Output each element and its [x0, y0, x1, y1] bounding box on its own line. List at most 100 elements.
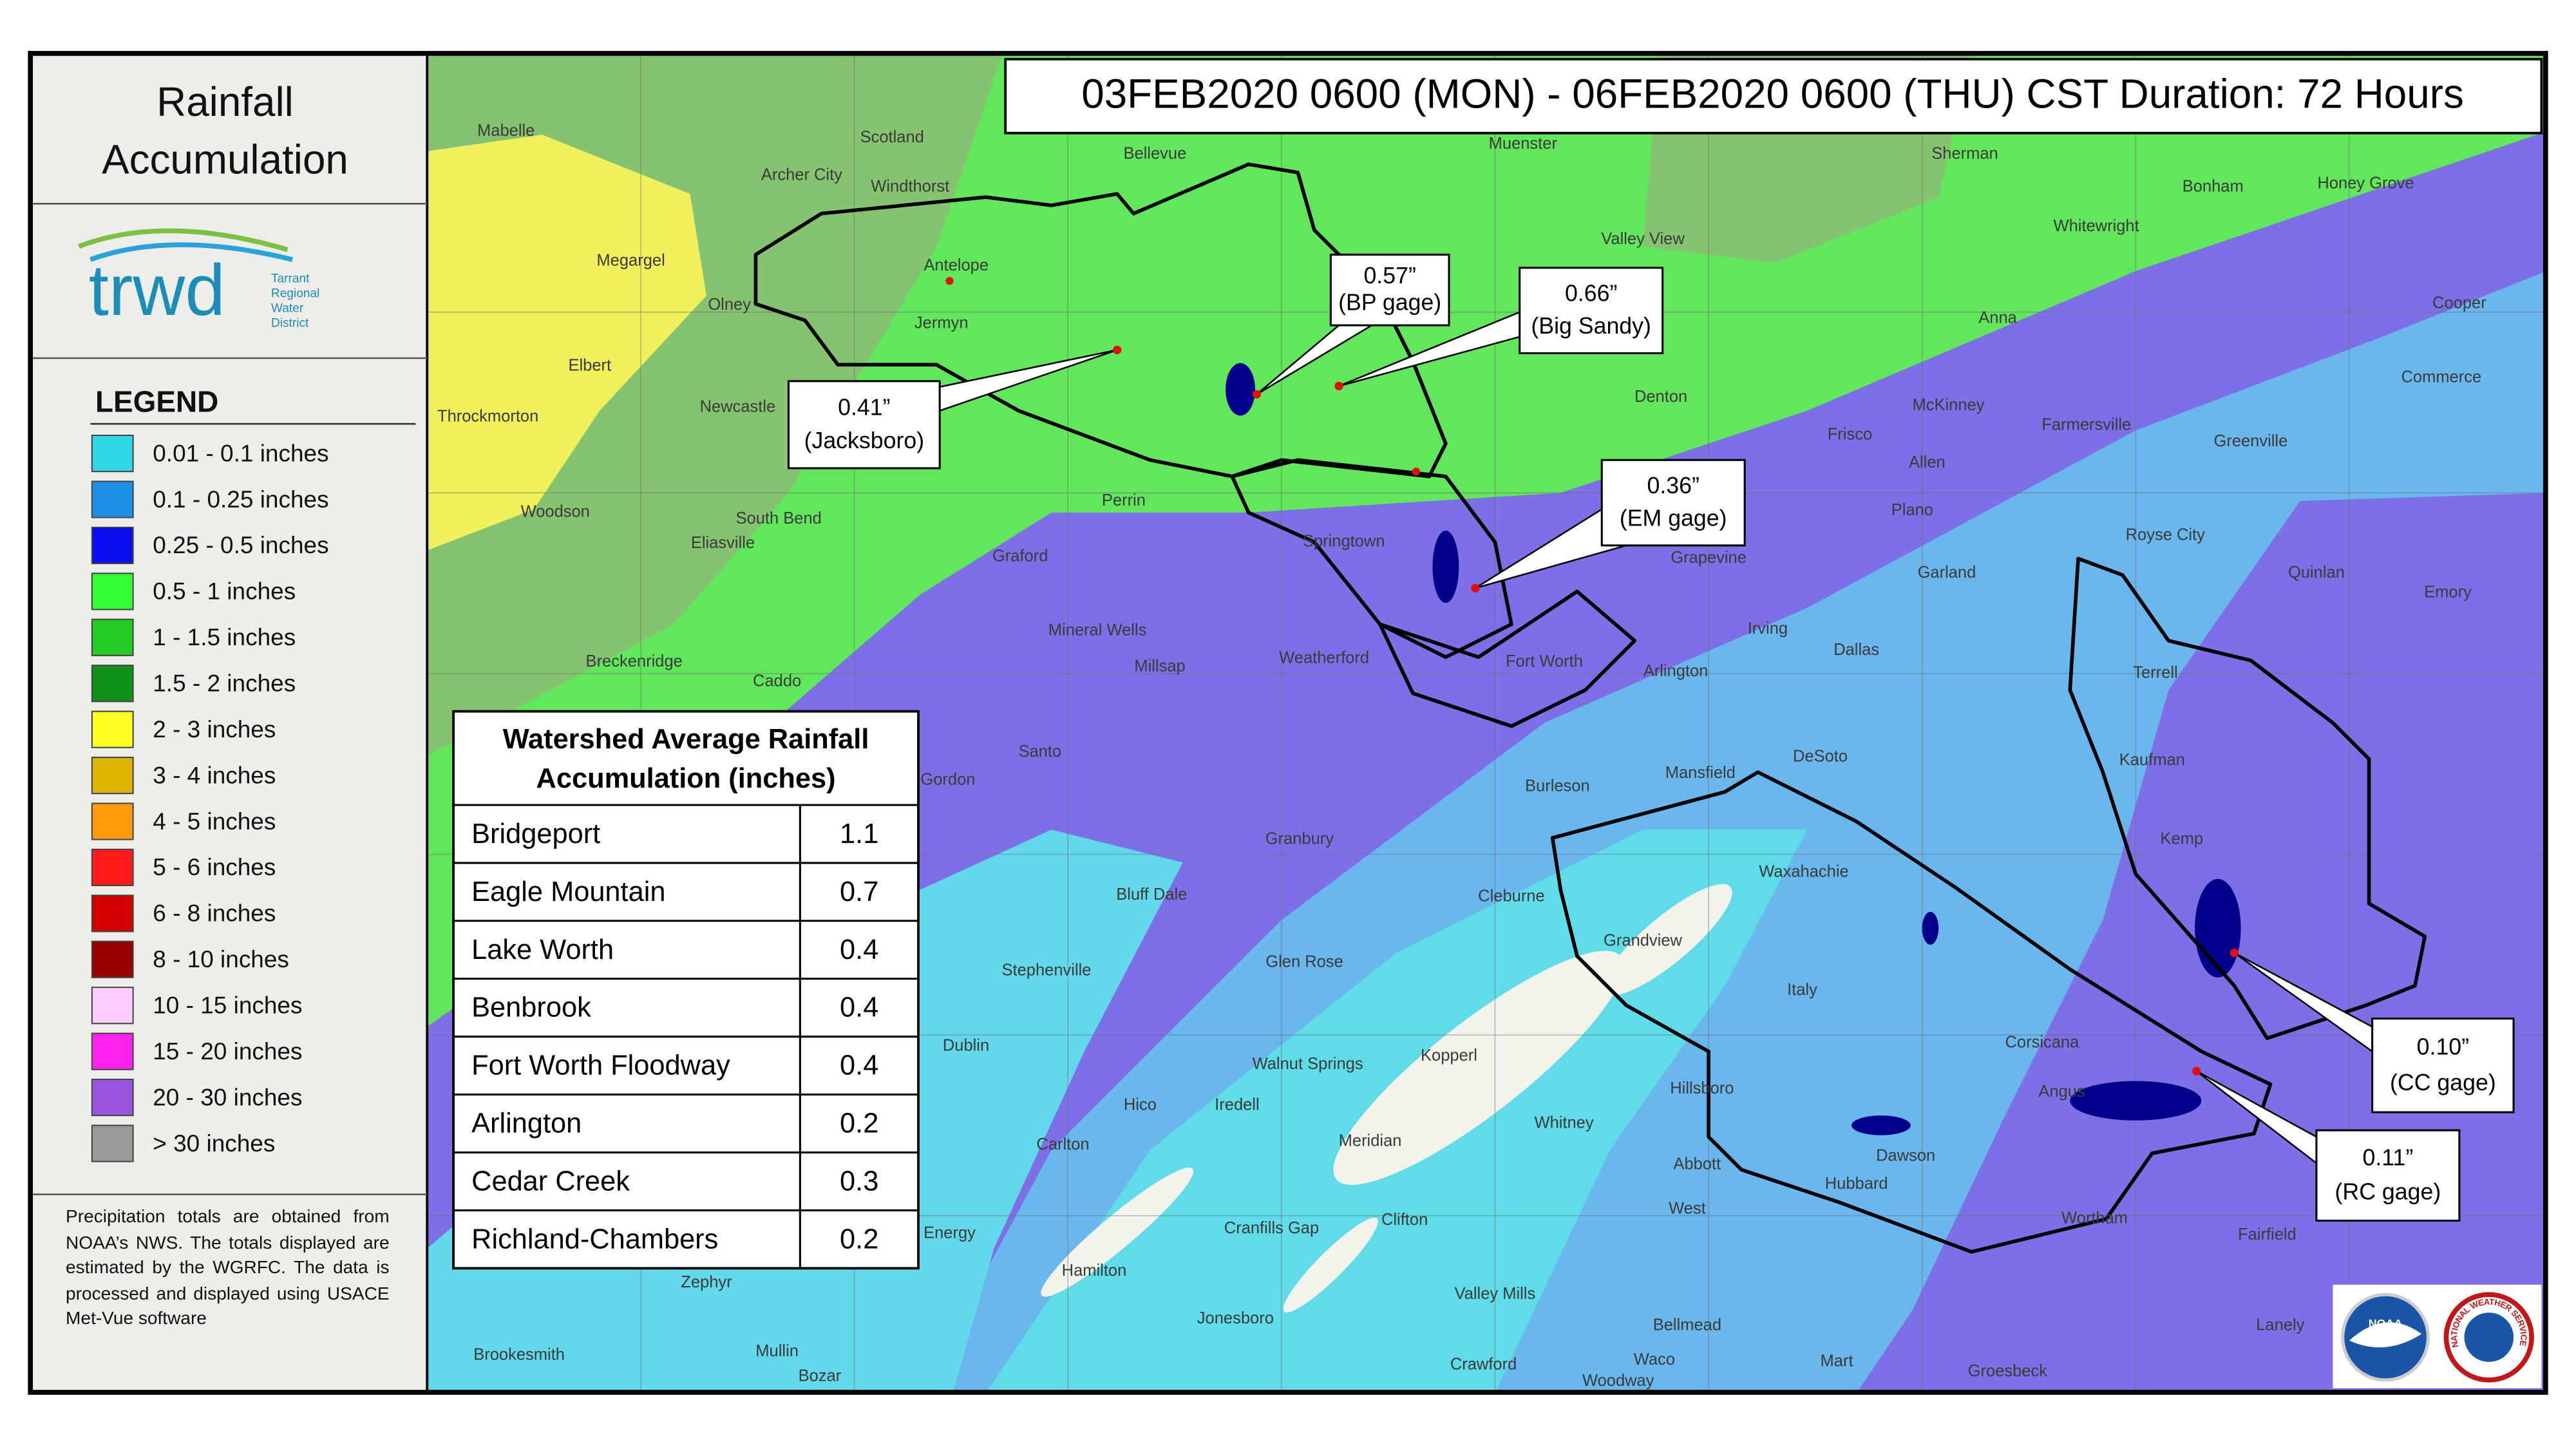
place-label: Dallas [1833, 641, 1879, 659]
lake [1852, 1115, 1911, 1135]
place-label: Stephenville [1002, 961, 1092, 979]
place-label: Mabelle [477, 122, 535, 140]
place-label: Elbert [569, 357, 612, 375]
place-label: Mansfield [1665, 764, 1736, 782]
legend-label: 10 - 15 inches [153, 992, 302, 1019]
place-label: Granbury [1265, 829, 1334, 848]
watershed-boundary [1230, 458, 1513, 659]
place-label: McKinney [1913, 396, 1985, 414]
legend-swatch [91, 573, 134, 611]
place-label: Anna [1978, 309, 2017, 327]
sidebar-title: Rainfall [156, 79, 294, 125]
table-value: 1.1 [840, 819, 878, 849]
place-label: Antelope [923, 256, 989, 274]
place-label: Cleburne [1478, 887, 1544, 905]
place-label: Italy [1787, 981, 1817, 999]
header-box [1004, 57, 2543, 135]
legend-swatch [91, 526, 134, 565]
lake [1432, 530, 1459, 603]
table-value: 0.2 [840, 1108, 878, 1139]
place-label: West [1669, 1199, 1706, 1217]
place-label: Wortham [2061, 1209, 2128, 1227]
place-label: Crawford [1450, 1356, 1517, 1374]
callout-value: 0.10” [2417, 1034, 2469, 1060]
callout-box [2371, 1018, 2515, 1113]
place-label: Grandview [1604, 931, 1682, 949]
place-label: Frisco [1828, 426, 1872, 444]
legend-label: > 30 inches [153, 1130, 275, 1157]
callout-label: (BP gage) [1338, 290, 1441, 316]
place-label: Quinlan [2288, 564, 2345, 582]
place-label: Perrin [1102, 491, 1146, 509]
place-label: Mart [1821, 1352, 1853, 1370]
header-title: 03FEB2020 0600 (MON) - 06FEB2020 0600 (T… [1081, 70, 2464, 117]
callout-label: (Jacksboro) [804, 428, 925, 453]
place-label: Bluff Dale [1116, 886, 1187, 904]
legend-label: 3 - 4 inches [153, 762, 276, 788]
place-label: Clifton [1381, 1211, 1428, 1229]
callout-label: (CC gage) [2390, 1070, 2496, 1095]
rain-zone [1602, 884, 1732, 996]
logo-tagline: Tarrant [271, 272, 310, 286]
watershed-boundary [753, 162, 1448, 478]
place-label: Valley Mills [1455, 1285, 1536, 1303]
gage-marker [2192, 1066, 2201, 1075]
place-label: Bonham [2183, 178, 2244, 196]
place-label: Woodson [521, 503, 590, 521]
place-label: Valley View [1601, 230, 1685, 248]
place-label: Bellmead [1653, 1316, 1721, 1334]
legend-label: 5 - 6 inches [153, 854, 276, 880]
place-label: Emory [2424, 583, 2472, 601]
place-label: Farmersville [2041, 415, 2131, 433]
place-label: Hico [1124, 1096, 1157, 1114]
place-label: Throckmorton [437, 408, 538, 426]
map-area: Mabelle Scotland Bellevue Muenster Sherman Bo… [427, 55, 2547, 1392]
nws-logo-inner [2464, 1312, 2514, 1362]
lake [1922, 911, 1939, 945]
rain-zone [427, 55, 2547, 1027]
rain-zone [1041, 1167, 1194, 1297]
lake [2070, 1081, 2202, 1121]
rain-zone [1333, 951, 1624, 1185]
place-label: South Bend [736, 509, 822, 527]
rain-zone [427, 135, 706, 551]
place-label: Kaufman [2119, 751, 2185, 769]
legend-label: 1.5 - 2 inches [153, 670, 296, 697]
place-label: Breckenridge [586, 652, 683, 670]
place-label: Bozar [799, 1367, 842, 1385]
place-label: Iredell [1215, 1096, 1259, 1114]
callout-value: 0.11” [2363, 1144, 2414, 1170]
place-label: Hubbard [1825, 1175, 1888, 1193]
place-label: Caddo [753, 672, 801, 690]
legend-swatch [91, 665, 134, 703]
table-value: 0.4 [840, 1050, 878, 1081]
place-label: Eliasville [691, 534, 755, 552]
gage-marker [1113, 345, 1122, 354]
place-label: Plano [1891, 501, 1933, 519]
place-label: Millsap [1134, 657, 1185, 675]
table-title: Accumulation (inches) [536, 763, 836, 794]
place-label: Denton [1634, 388, 1687, 406]
table-name: Richland-Chambers [471, 1224, 718, 1255]
frame [28, 51, 2548, 1395]
callout-label: (RC gage) [2335, 1179, 2441, 1205]
place-label: Jonesboro [1197, 1309, 1274, 1327]
place-label: Abbott [1673, 1155, 1721, 1173]
place-label: Bellevue [1123, 145, 1186, 163]
legend-swatch [91, 1032, 134, 1070]
place-label: Grapevine [1671, 549, 1747, 567]
place-label: Weatherford [1279, 649, 1369, 667]
legend-swatch [91, 987, 134, 1025]
place-label: Energy [923, 1224, 976, 1242]
legend-swatch [91, 710, 134, 748]
table-name: Cedar Creek [471, 1166, 630, 1197]
callout-label: (EM gage) [1620, 506, 1727, 531]
place-label: Whitney [1535, 1114, 1594, 1132]
legend-swatch [91, 940, 134, 978]
gage-marker [1471, 583, 1480, 592]
place-label: Mineral Wells [1048, 621, 1147, 639]
place-label: Walnut Springs [1253, 1055, 1363, 1073]
logo-tagline: Regional [271, 287, 319, 301]
